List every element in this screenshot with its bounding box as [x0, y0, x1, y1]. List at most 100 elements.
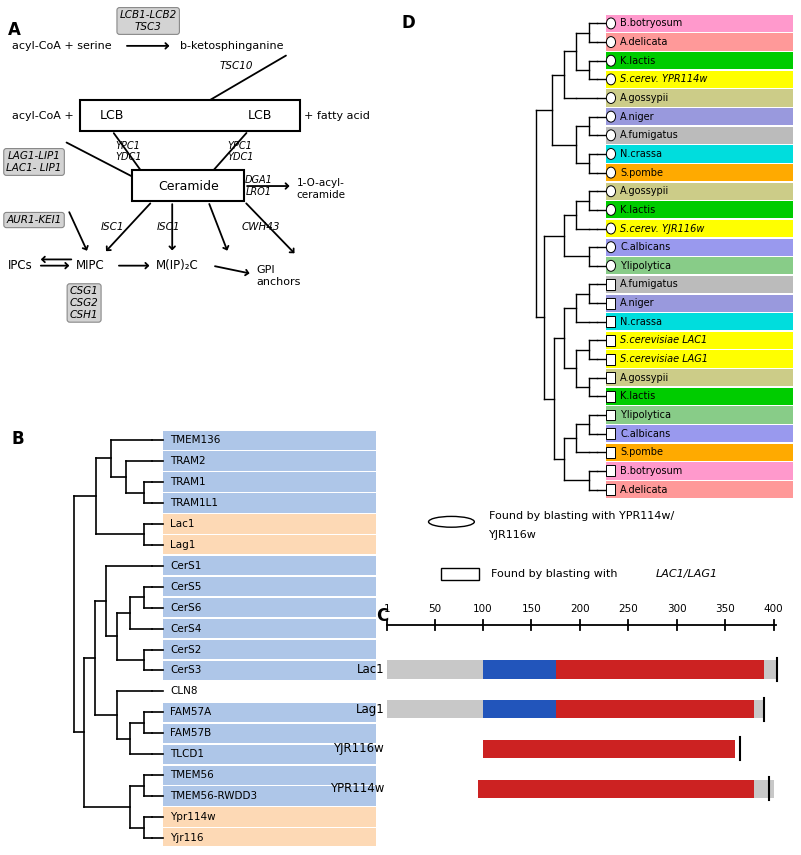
- Text: S.cerev. YPR114w: S.cerev. YPR114w: [620, 74, 707, 85]
- Bar: [606, 201, 797, 219]
- Text: YPC1
YDC1: YPC1 YDC1: [227, 141, 254, 162]
- Bar: [606, 391, 615, 402]
- Bar: [387, 660, 776, 679]
- Text: 350: 350: [715, 604, 735, 614]
- Text: FAM57B: FAM57B: [170, 728, 211, 739]
- Text: B.botryosum: B.botryosum: [620, 19, 682, 28]
- Text: N.crassa: N.crassa: [620, 149, 662, 159]
- Text: A.delicata: A.delicata: [620, 37, 669, 47]
- Text: A.niger: A.niger: [620, 112, 654, 121]
- Text: 1: 1: [384, 604, 390, 614]
- Bar: [606, 239, 797, 256]
- Text: C.albicans: C.albicans: [620, 242, 670, 252]
- Bar: [606, 369, 797, 386]
- Bar: [80, 100, 300, 131]
- Bar: [606, 354, 615, 364]
- Text: AUR1-KEI1: AUR1-KEI1: [6, 215, 62, 225]
- Text: 250: 250: [618, 604, 638, 614]
- Text: Lag1: Lag1: [170, 540, 195, 550]
- Text: A.gossypii: A.gossypii: [620, 93, 670, 103]
- Text: LAC1/LAG1: LAC1/LAG1: [655, 569, 718, 579]
- Bar: [606, 52, 797, 69]
- Bar: [483, 699, 556, 718]
- Text: Ceramide: Ceramide: [158, 180, 219, 192]
- Circle shape: [606, 92, 615, 103]
- Bar: [606, 388, 797, 405]
- Text: acyl-CoA + serine: acyl-CoA + serine: [12, 41, 111, 50]
- Text: + fatty acid: + fatty acid: [304, 111, 370, 121]
- Text: CerS3: CerS3: [170, 665, 202, 675]
- Text: IPCs: IPCs: [8, 259, 33, 272]
- Circle shape: [606, 167, 615, 178]
- Text: CerS4: CerS4: [170, 623, 202, 634]
- Text: ISC1: ISC1: [156, 222, 180, 233]
- Bar: [163, 451, 376, 471]
- Text: Y.lipolytica: Y.lipolytica: [620, 261, 671, 271]
- Bar: [606, 276, 797, 293]
- Bar: [163, 787, 376, 805]
- Bar: [606, 484, 615, 495]
- Text: GPI
anchors: GPI anchors: [256, 265, 300, 286]
- Bar: [606, 406, 797, 423]
- Bar: [606, 298, 615, 309]
- Text: CerS6: CerS6: [170, 603, 202, 613]
- Bar: [606, 220, 797, 237]
- Bar: [163, 473, 376, 492]
- Text: Lag1: Lag1: [356, 703, 384, 716]
- Bar: [163, 431, 376, 450]
- Bar: [606, 90, 797, 107]
- Circle shape: [429, 516, 474, 528]
- Circle shape: [606, 186, 615, 197]
- Text: CerS1: CerS1: [170, 561, 202, 571]
- Bar: [163, 556, 376, 575]
- Text: CerS5: CerS5: [170, 581, 202, 592]
- Bar: [606, 316, 615, 327]
- Text: C: C: [376, 607, 388, 625]
- Text: LAG1-LIP1
LAC1- LIP1: LAG1-LIP1 LAC1- LIP1: [6, 151, 62, 173]
- Bar: [606, 425, 797, 442]
- Bar: [606, 257, 797, 274]
- Text: A.fumigatus: A.fumigatus: [620, 280, 679, 290]
- Circle shape: [606, 18, 615, 29]
- Text: CSG1
CSG2
CSH1: CSG1 CSG2 CSH1: [70, 286, 99, 320]
- Text: S.pombe: S.pombe: [620, 168, 663, 178]
- Text: Lac1: Lac1: [356, 663, 384, 675]
- Bar: [163, 493, 376, 513]
- Text: 50: 50: [428, 604, 441, 614]
- Bar: [606, 108, 797, 125]
- Text: FAM57A: FAM57A: [170, 707, 211, 717]
- Text: Yjr116: Yjr116: [170, 833, 203, 843]
- Bar: [441, 568, 478, 580]
- Bar: [606, 481, 797, 498]
- Bar: [163, 577, 376, 596]
- Text: CerS2: CerS2: [170, 645, 202, 655]
- Bar: [606, 294, 797, 312]
- Text: K.lactis: K.lactis: [620, 56, 655, 66]
- Circle shape: [606, 37, 615, 48]
- Bar: [163, 765, 376, 785]
- Text: Found by blasting with: Found by blasting with: [491, 569, 621, 579]
- Circle shape: [606, 204, 615, 215]
- Text: Y.lipolytica: Y.lipolytica: [620, 410, 671, 420]
- Text: 1-O-acyl-
ceramide: 1-O-acyl- ceramide: [296, 178, 345, 200]
- Text: 200: 200: [570, 604, 590, 614]
- Text: A.fumigatus: A.fumigatus: [620, 130, 679, 140]
- Bar: [483, 660, 556, 679]
- Text: S.cerevisiae LAG1: S.cerevisiae LAG1: [620, 354, 708, 364]
- Bar: [606, 279, 615, 290]
- Text: 400: 400: [764, 604, 783, 614]
- Text: LCB: LCB: [248, 109, 272, 122]
- Bar: [163, 745, 376, 764]
- Text: TMEM56-RWDD3: TMEM56-RWDD3: [170, 791, 257, 801]
- Text: S.pombe: S.pombe: [620, 447, 663, 457]
- Text: YPC1
YDC1: YPC1 YDC1: [115, 141, 142, 162]
- Text: 100: 100: [473, 604, 493, 614]
- Bar: [387, 699, 764, 718]
- Text: A.niger: A.niger: [620, 298, 654, 308]
- Text: ISC1: ISC1: [100, 222, 124, 233]
- Text: M(IP)₂C: M(IP)₂C: [156, 259, 199, 272]
- Bar: [163, 619, 376, 638]
- Bar: [606, 145, 797, 162]
- Bar: [163, 703, 376, 722]
- Text: LCB: LCB: [100, 109, 124, 122]
